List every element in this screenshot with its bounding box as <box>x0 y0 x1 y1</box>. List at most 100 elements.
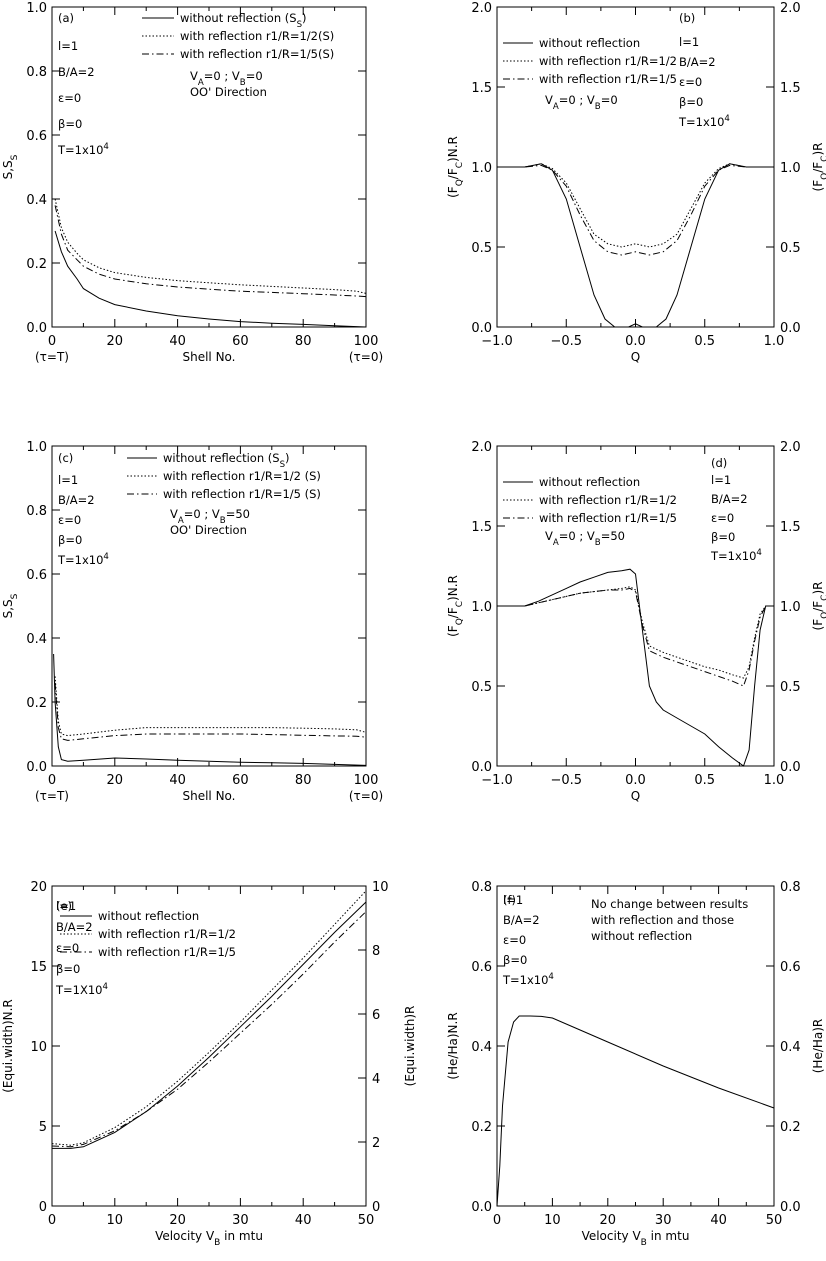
param-label: β=0 <box>56 962 80 976</box>
legend-label: without reflection <box>539 36 640 50</box>
x-axis-label: Q <box>631 789 640 803</box>
y-tick-label: 5 <box>39 1120 47 1135</box>
series-line-dotted <box>54 676 367 737</box>
param-label: (b) <box>679 11 695 25</box>
right-y-tick-label: 1.0 <box>780 161 801 176</box>
right-y-tick-label: 1.5 <box>780 520 801 535</box>
annotation-note: OO' Direction <box>170 523 247 537</box>
x-tick-label: 40 <box>169 773 186 788</box>
chart-panel-b: −1.0 −0.5 0.0 0.5 1.00.00.51.01.52.00.00.51.… <box>446 1 826 364</box>
param-label: B/A=2 <box>58 65 95 79</box>
param-label: T=1x104 <box>678 114 730 129</box>
param-label: β=0 <box>58 533 82 547</box>
y-tick-label: 1.0 <box>26 440 47 455</box>
x-tick-label: 40 <box>295 1213 312 1228</box>
x-tick-label: −1.0 <box>481 334 513 349</box>
series-line-solid <box>53 653 367 766</box>
right-y-tick-label: 0.2 <box>780 1120 801 1135</box>
y-tick-label: 0.6 <box>471 960 492 975</box>
x-tick-label: 0.5 <box>694 773 715 788</box>
chart-panel-c: 0 20 40 60 80 100 0.0 0.2 0.4 0.6 0.8 1.0 Shell No. S… <box>1 440 383 803</box>
series-line-dashdot <box>54 682 367 741</box>
series-line-dotted <box>497 163 774 248</box>
param-label: ε=0 <box>679 75 702 89</box>
x-tick-label: 0.0 <box>625 773 646 788</box>
legend-label: with reflection r1/R=1/5 (S) <box>163 487 321 501</box>
right-y-tick-label: 0.0 <box>780 760 801 775</box>
y-tick-label: 0.0 <box>26 760 47 775</box>
param-label: ε=0 <box>503 933 526 947</box>
right-y-axis-label: (Equi.width)R <box>403 1006 417 1087</box>
series-line-solid <box>497 163 774 328</box>
chart-panel-f: 0 10 20 30 40 500.00.20.40.60.80.00.20.40.60.… <box>446 880 825 1248</box>
y-axis-label: S,SS <box>1 154 20 179</box>
y-tick-label: 0.2 <box>26 696 47 711</box>
param-label: l=1 <box>58 473 78 487</box>
series-line-solid <box>52 901 367 1149</box>
legend-label: with reflection r1/R=1/5 <box>98 945 236 959</box>
y-tick-label: 0.0 <box>26 321 47 336</box>
y-tick-label: 0.6 <box>26 129 47 144</box>
legend-label: without reflection <box>539 475 640 489</box>
right-y-tick-label: 2.0 <box>780 1 801 16</box>
series-line-dashdot <box>51 911 367 1148</box>
right-y-tick-label: 0.6 <box>780 960 801 975</box>
y-tick-label: 0.0 <box>471 321 492 336</box>
param-label: B/A=2 <box>56 920 93 934</box>
x-tick-label: 20 <box>600 1213 617 1228</box>
x-tick-label: 10 <box>107 1213 124 1228</box>
x-tick-label: 0.5 <box>694 334 715 349</box>
param-label: l=1 <box>56 899 76 913</box>
legend-label: with reflection r1/R=1/2 (S) <box>163 469 321 483</box>
y-tick-label: 1.5 <box>471 520 492 535</box>
right-y-tick-label: 0.4 <box>780 1040 801 1055</box>
param-label: ε=0 <box>58 513 81 527</box>
param-label: ε=0 <box>56 941 79 955</box>
param-label: β=0 <box>679 95 703 109</box>
x-tick-label: 20 <box>107 334 124 349</box>
series-line-solid <box>497 568 774 767</box>
series-line-solid <box>54 230 367 328</box>
y-tick-label: 10 <box>30 1040 47 1055</box>
param-label: l=1 <box>58 39 78 53</box>
param-label: T=1x104 <box>502 972 554 987</box>
right-y-axis-label: (FQ/FC)R <box>811 143 826 192</box>
right-y-tick-label: 0 <box>372 1200 380 1215</box>
right-y-axis-label: (FQ/FC)R <box>811 582 826 631</box>
y-tick-label: 0.4 <box>471 1040 492 1055</box>
y-tick-label: 0.8 <box>26 504 47 519</box>
x-tick-label: 0 <box>48 1213 56 1228</box>
x-tick-label: 50 <box>358 1213 375 1228</box>
param-label: B/A=2 <box>679 55 716 69</box>
chart-panel-a: 0 20 40 60 80 100 0.0 0.2 0.4 0.6 0.8 1.0 Shell No. S… <box>1 1 383 364</box>
right-y-tick-label: 0.8 <box>780 880 801 895</box>
x-tick-label: 40 <box>169 334 186 349</box>
param-label: l=1 <box>503 893 523 907</box>
param-label: (a) <box>58 11 74 25</box>
legend-label: without reflection <box>98 909 199 923</box>
tau-label: (τ=T) <box>35 789 69 803</box>
y-tick-label: 0.2 <box>471 1120 492 1135</box>
x-tick-label: 30 <box>655 1213 672 1228</box>
right-y-tick-label: 8 <box>372 944 380 959</box>
annotation-note: VA=0 ; VB=50 <box>170 507 250 526</box>
y-axis-label: S,SS <box>1 593 20 618</box>
x-axis-label: Shell No. <box>182 789 235 803</box>
legend-label: without reflection (SS) <box>163 451 290 470</box>
y-tick-label: 0.4 <box>26 193 47 208</box>
x-tick-label: 80 <box>295 773 312 788</box>
x-tick-label: 60 <box>232 334 249 349</box>
legend-label: with reflection r1/R=1/2 <box>539 493 677 507</box>
param-label: (f) <box>503 893 516 907</box>
param-label: T=1x104 <box>57 142 109 157</box>
right-y-tick-label: 1.5 <box>780 81 801 96</box>
x-tick-label: 40 <box>710 1213 727 1228</box>
legend-label: with reflection r1/R=1/2 <box>98 927 236 941</box>
series-line-dashdot <box>497 164 774 256</box>
y-tick-label: 0.6 <box>26 568 47 583</box>
x-tick-label: 1.0 <box>764 773 785 788</box>
param-label: (d) <box>711 456 727 470</box>
right-y-tick-label: 4 <box>372 1072 380 1087</box>
right-y-tick-label: 0.5 <box>780 241 801 256</box>
